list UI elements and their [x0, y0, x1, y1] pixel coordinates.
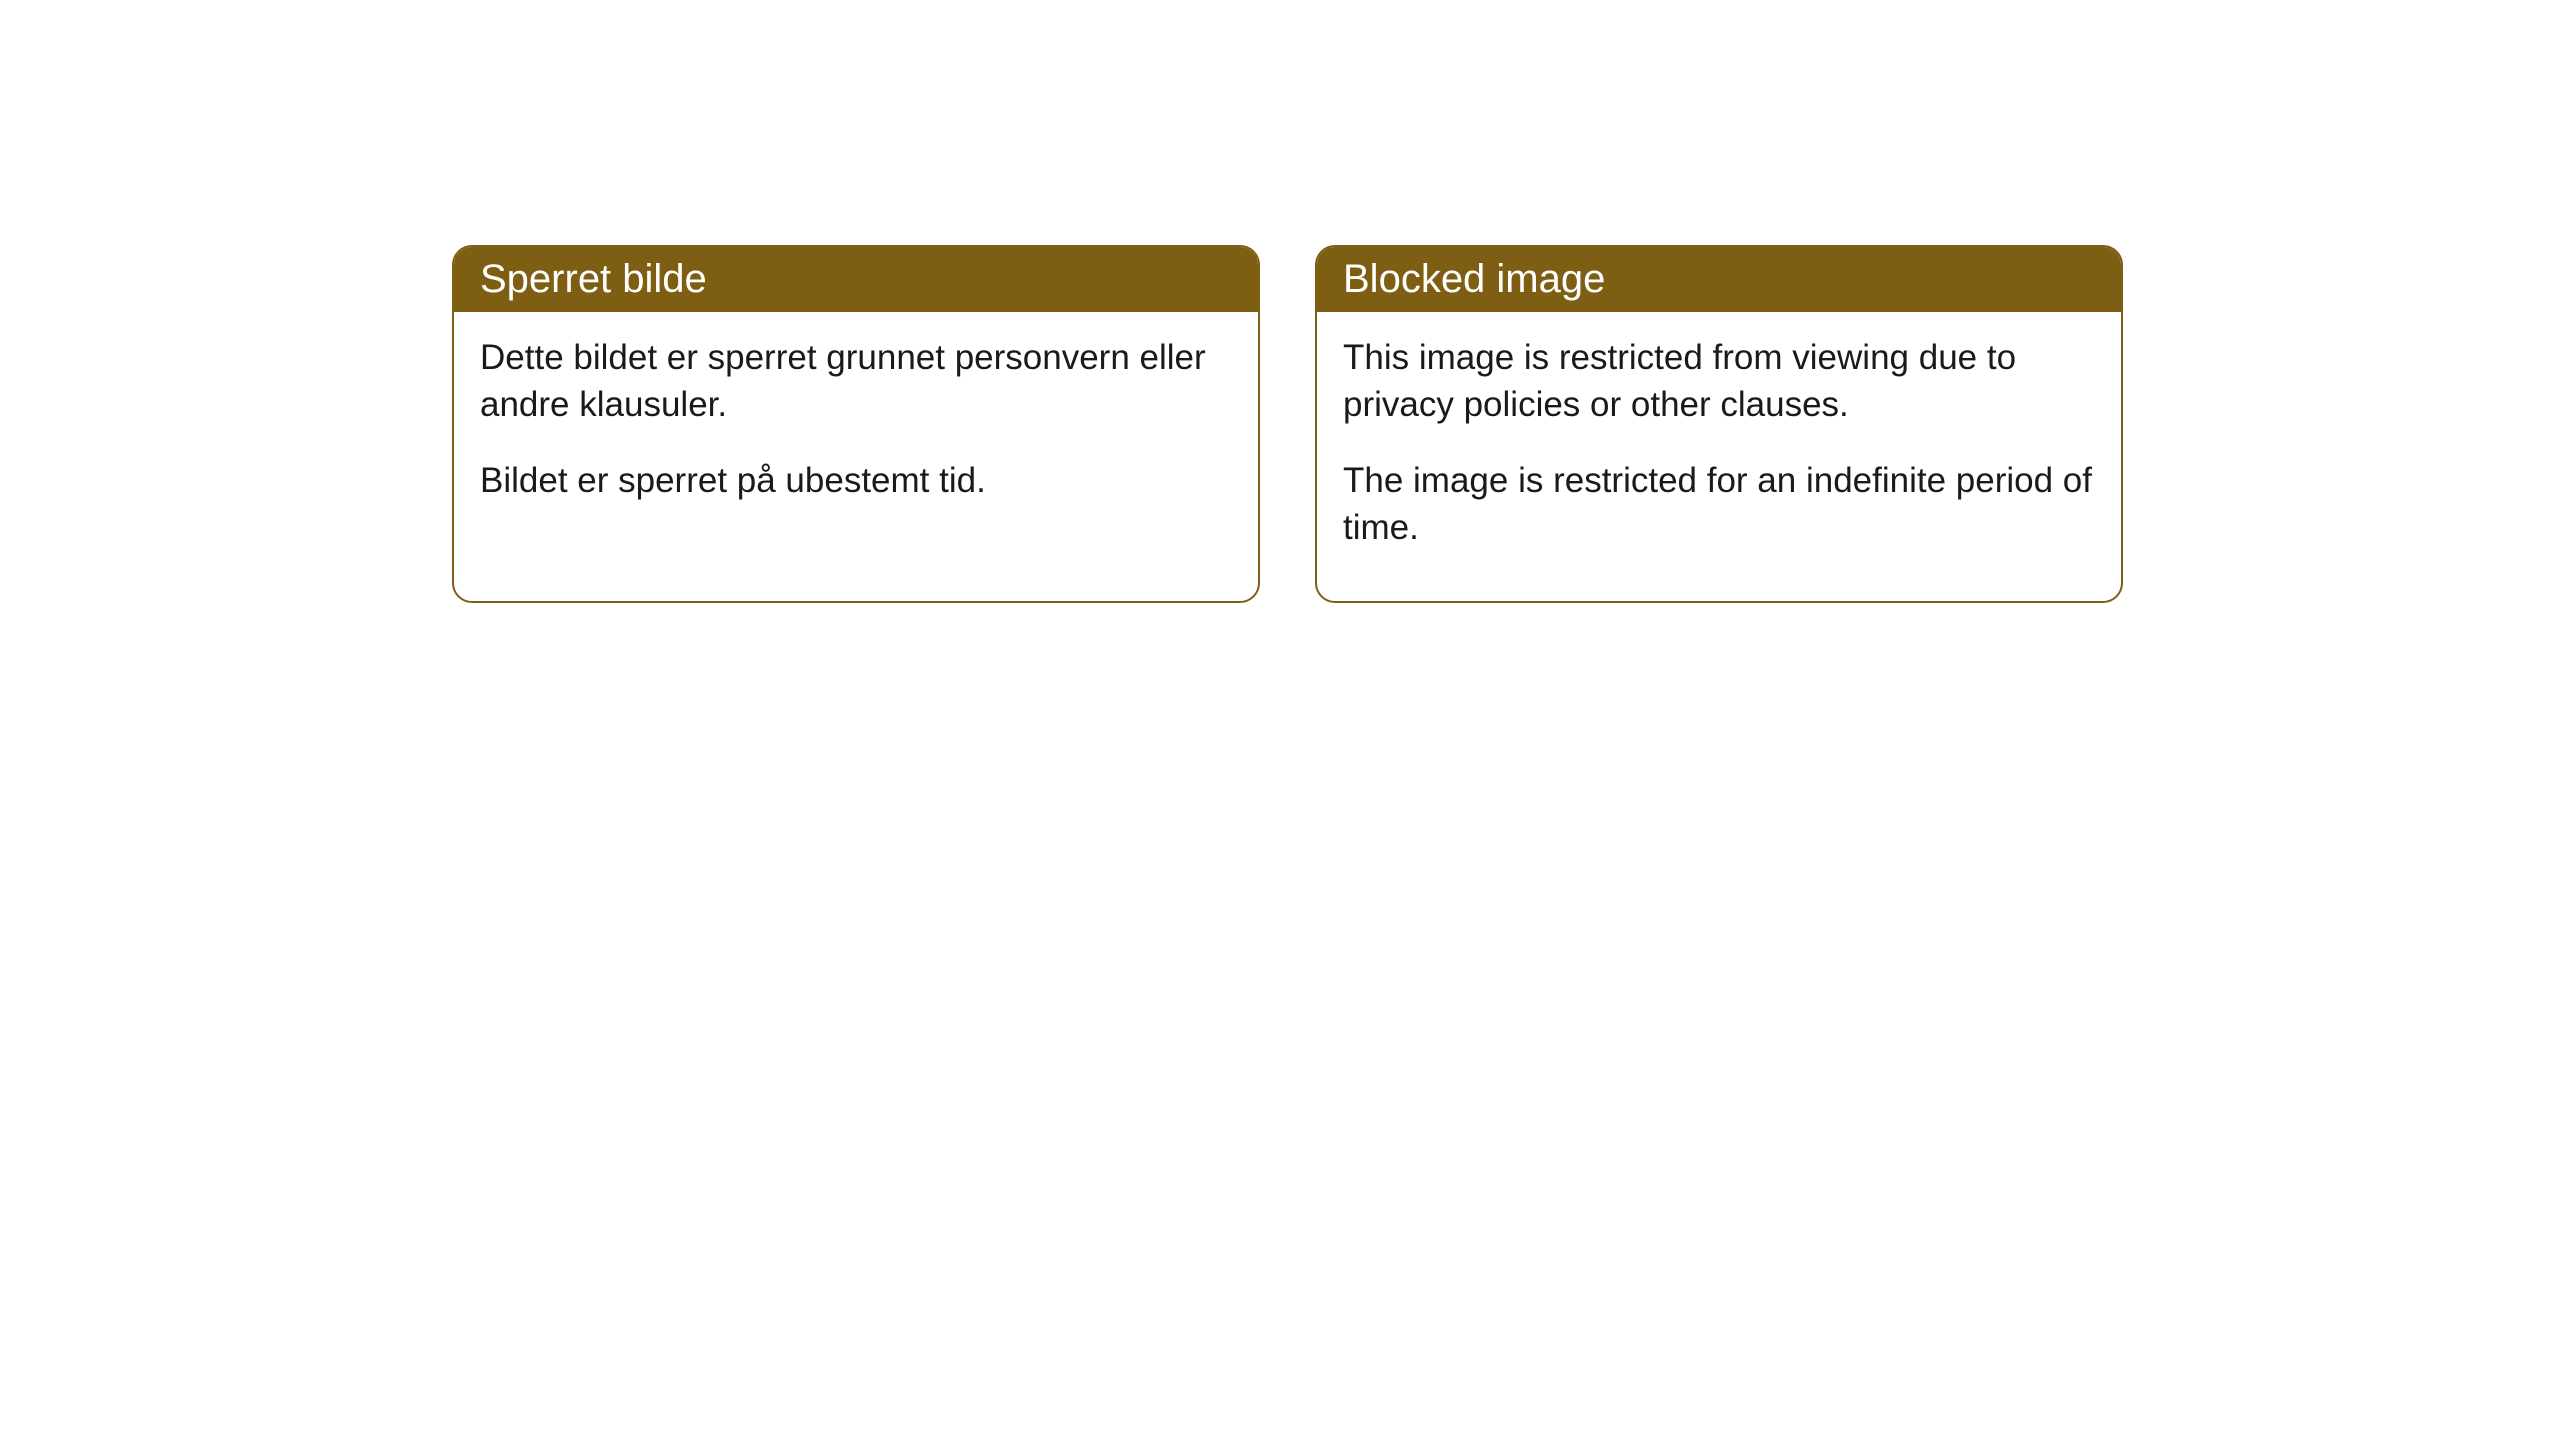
card-header-english: Blocked image	[1317, 247, 2121, 312]
card-paragraph-1: Dette bildet er sperret grunnet personve…	[480, 334, 1232, 429]
card-title: Sperret bilde	[480, 257, 707, 301]
card-paragraph-1: This image is restricted from viewing du…	[1343, 334, 2095, 429]
card-paragraph-2: Bildet er sperret på ubestemt tid.	[480, 457, 1232, 504]
notice-cards-container: Sperret bilde Dette bildet er sperret gr…	[452, 245, 2123, 603]
card-body-english: This image is restricted from viewing du…	[1317, 312, 2121, 601]
card-header-norwegian: Sperret bilde	[454, 247, 1258, 312]
card-body-norwegian: Dette bildet er sperret grunnet personve…	[454, 312, 1258, 554]
card-title: Blocked image	[1343, 257, 1605, 301]
notice-card-norwegian: Sperret bilde Dette bildet er sperret gr…	[452, 245, 1260, 603]
card-paragraph-2: The image is restricted for an indefinit…	[1343, 457, 2095, 552]
notice-card-english: Blocked image This image is restricted f…	[1315, 245, 2123, 603]
